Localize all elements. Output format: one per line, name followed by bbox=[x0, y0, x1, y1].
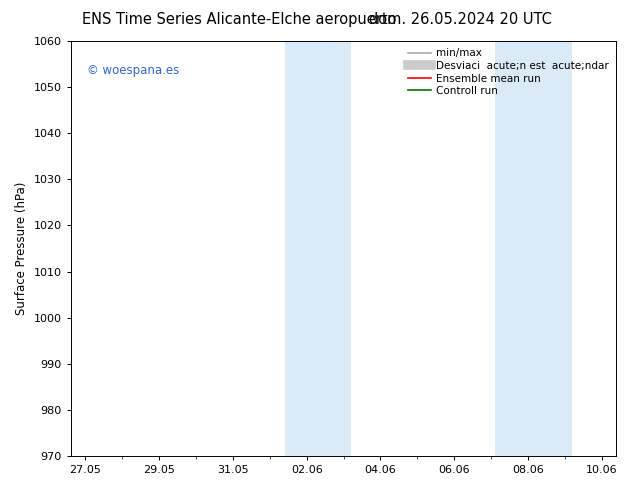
Text: ENS Time Series Alicante-Elche aeropuerto: ENS Time Series Alicante-Elche aeropuert… bbox=[82, 12, 397, 27]
Text: dom. 26.05.2024 20 UTC: dom. 26.05.2024 20 UTC bbox=[369, 12, 552, 27]
Y-axis label: Surface Pressure (hPa): Surface Pressure (hPa) bbox=[15, 182, 28, 315]
Bar bbox=[285, 41, 351, 456]
Text: © woespana.es: © woespana.es bbox=[87, 64, 179, 77]
Bar bbox=[495, 41, 573, 456]
Legend: min/max, Desviaci  acute;n est  acute;ndar, Ensemble mean run, Controll run: min/max, Desviaci acute;n est acute;ndar… bbox=[406, 46, 611, 98]
